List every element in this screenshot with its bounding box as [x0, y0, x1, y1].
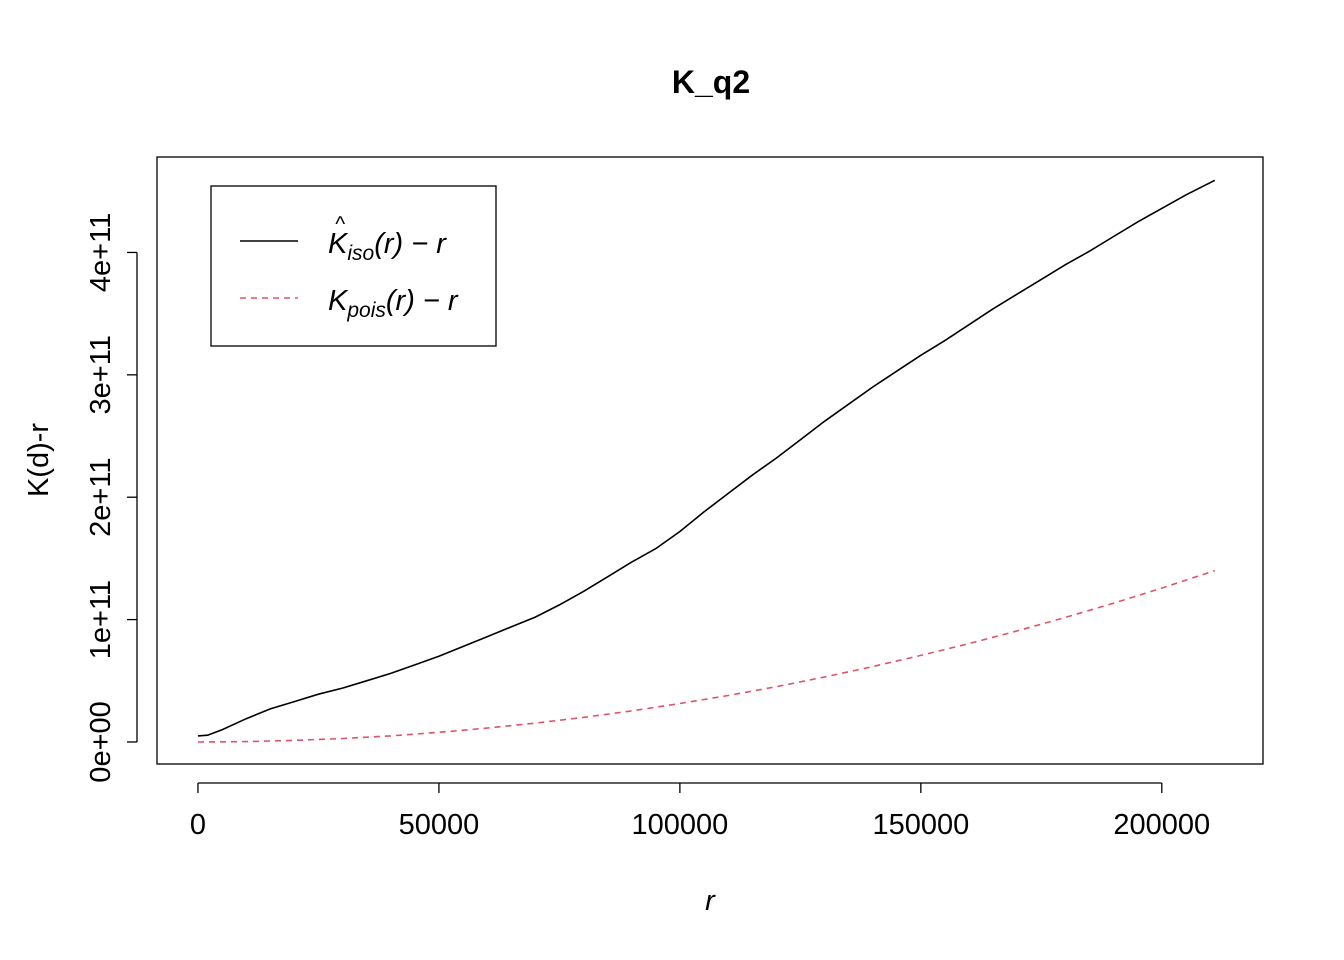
- y-tick-label: 4e+11: [85, 213, 117, 292]
- y-tick-label: 3e+11: [85, 335, 117, 414]
- legend-box: [210, 185, 497, 347]
- chart-title: K_q2: [672, 64, 750, 100]
- x-tick-label: 200000: [1113, 809, 1210, 841]
- x-tick-label: 50000: [399, 809, 480, 841]
- x-tick-label: 100000: [631, 809, 728, 841]
- series-line-0: [197, 179, 1216, 737]
- y-tick-label: 1e+11: [85, 580, 117, 659]
- legend-label-1: Kpois(r) − r: [328, 285, 459, 322]
- series-layer: [197, 179, 1216, 743]
- x-tick-label: 150000: [872, 809, 969, 841]
- x-axis: 0 50000 100000 150000 200000: [190, 782, 1210, 841]
- y-tick-label: 2e+11: [85, 458, 117, 537]
- legend-label-0: Kiso(r) − r: [328, 228, 447, 265]
- y-axis: 0e+00 1e+11 2e+11 3e+11 4e+11: [85, 213, 138, 783]
- y-tick-label: 0e+00: [85, 701, 117, 782]
- legend-hat-0: ^: [335, 213, 346, 236]
- legend: Kiso(r) − r^ Kpois(r) − r: [210, 185, 497, 347]
- series-line-1: [197, 569, 1216, 743]
- x-axis-label: r: [705, 885, 716, 917]
- y-axis-label: K(d)-r: [23, 423, 55, 497]
- x-tick-label: 0: [190, 809, 206, 841]
- plot-frame: [156, 156, 1264, 765]
